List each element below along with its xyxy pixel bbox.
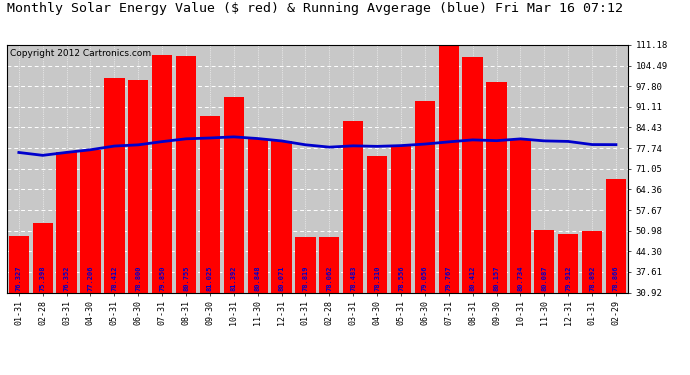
Text: 79.850: 79.850: [159, 266, 165, 291]
Bar: [415, 101, 435, 292]
Bar: [582, 231, 602, 292]
Bar: [224, 97, 244, 292]
Bar: [200, 116, 220, 292]
Text: 78.483: 78.483: [351, 266, 356, 291]
Bar: [9, 236, 29, 292]
Text: 79.056: 79.056: [422, 266, 428, 291]
Bar: [152, 55, 172, 292]
Bar: [319, 237, 339, 292]
Text: 78.062: 78.062: [326, 266, 333, 291]
Bar: [271, 141, 292, 292]
Bar: [486, 82, 506, 292]
Bar: [176, 56, 196, 292]
Text: 81.392: 81.392: [230, 266, 237, 291]
Text: 80.412: 80.412: [470, 266, 475, 291]
Text: 78.412: 78.412: [111, 266, 117, 291]
Text: 78.892: 78.892: [589, 266, 595, 291]
Text: 77.206: 77.206: [88, 266, 94, 291]
Bar: [534, 230, 555, 292]
Bar: [248, 138, 268, 292]
Text: 76.327: 76.327: [16, 266, 22, 291]
Bar: [104, 78, 124, 292]
Text: 80.087: 80.087: [541, 266, 547, 291]
Text: Monthly Solar Energy Value ($ red) & Running Avgerage (blue) Fri Mar 16 07:12: Monthly Solar Energy Value ($ red) & Run…: [7, 2, 623, 15]
Bar: [462, 57, 483, 292]
Text: 79.767: 79.767: [446, 266, 452, 291]
Bar: [367, 156, 387, 292]
Bar: [439, 43, 459, 292]
Bar: [295, 237, 315, 292]
Text: 79.912: 79.912: [565, 266, 571, 291]
Text: 80.157: 80.157: [493, 266, 500, 291]
Text: 78.819: 78.819: [302, 266, 308, 291]
Bar: [558, 234, 578, 292]
Bar: [511, 139, 531, 292]
Text: 78.800: 78.800: [135, 266, 141, 291]
Text: 80.071: 80.071: [279, 266, 284, 291]
Text: 80.755: 80.755: [183, 266, 189, 291]
Text: 78.556: 78.556: [398, 266, 404, 291]
Text: Copyright 2012 Cartronics.com: Copyright 2012 Cartronics.com: [10, 49, 151, 58]
Text: 80.848: 80.848: [255, 266, 261, 291]
Text: 75.398: 75.398: [40, 266, 46, 291]
Text: 76.352: 76.352: [63, 266, 70, 291]
Bar: [343, 121, 364, 292]
Bar: [606, 178, 626, 292]
Bar: [80, 150, 101, 292]
Bar: [57, 152, 77, 292]
Text: 78.310: 78.310: [374, 266, 380, 291]
Bar: [391, 146, 411, 292]
Text: 78.866: 78.866: [613, 266, 619, 291]
Bar: [128, 80, 148, 292]
Text: 80.734: 80.734: [518, 266, 524, 291]
Text: 81.025: 81.025: [207, 266, 213, 291]
Bar: [32, 223, 53, 292]
